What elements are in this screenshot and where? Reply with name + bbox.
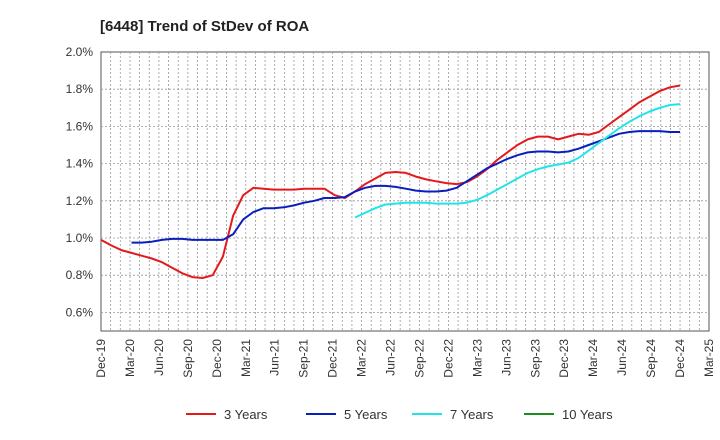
x-tick-label: Mar-20 xyxy=(123,339,137,377)
x-tick-label: Sep-20 xyxy=(181,339,195,378)
x-tick-label: Mar-22 xyxy=(355,339,369,377)
y-tick-label: 1.6% xyxy=(66,119,94,133)
x-tick-label: Dec-23 xyxy=(557,339,571,378)
y-tick-label: 0.6% xyxy=(66,305,94,319)
y-axis-ticks: 2.0% 1.8% 1.6% 1.4% 1.2% 1.0% 0.8% 0.6% xyxy=(66,45,94,319)
y-tick-label: 1.0% xyxy=(66,231,94,245)
legend-label: 10 Years xyxy=(562,407,613,422)
x-tick-label: Dec-20 xyxy=(210,339,224,378)
x-tick-label: Dec-21 xyxy=(326,339,340,378)
x-tick-label: Sep-22 xyxy=(412,339,426,378)
legend: 3 Years 5 Years 7 Years 10 Years xyxy=(186,407,613,422)
series-line-3-years xyxy=(100,84,681,279)
x-axis-ticks: Dec-19 Mar-20 Jun-20 Sep-20 Dec-20 Mar-21 Jun-… xyxy=(94,339,716,378)
chart-title: [6448] Trend of StDev of ROA xyxy=(100,18,309,35)
legend-label: 7 Years xyxy=(450,407,494,422)
x-tick-label: Sep-23 xyxy=(528,339,542,378)
series-line-5-years xyxy=(131,130,680,244)
series-line-7-years xyxy=(354,103,681,219)
x-tick-label: Jun-20 xyxy=(152,339,166,376)
x-tick-label: Dec-22 xyxy=(441,339,455,378)
plot-area xyxy=(100,51,710,332)
y-tick-label: 1.8% xyxy=(66,82,94,96)
legend-label: 3 Years xyxy=(224,407,268,422)
x-tick-label: Jun-21 xyxy=(268,339,282,376)
x-tick-label: Mar-21 xyxy=(239,339,253,377)
y-tick-label: 1.2% xyxy=(66,194,94,208)
y-tick-label: 1.4% xyxy=(66,157,94,171)
x-tick-label: Sep-24 xyxy=(644,339,658,378)
x-tick-label: Mar-23 xyxy=(470,339,484,377)
series-lines xyxy=(100,84,681,279)
x-tick-label: Dec-24 xyxy=(673,339,687,378)
y-tick-label: 2.0% xyxy=(66,45,94,59)
x-tick-label: Jun-22 xyxy=(384,339,398,376)
legend-label: 5 Years xyxy=(344,407,388,422)
x-tick-label: Sep-21 xyxy=(297,339,311,378)
x-tick-label: Jun-23 xyxy=(499,339,513,376)
x-tick-label: Jun-24 xyxy=(615,339,629,376)
y-tick-label: 0.8% xyxy=(66,268,94,282)
x-tick-label: Dec-19 xyxy=(94,339,108,378)
vertical-grid xyxy=(110,52,700,331)
x-tick-label: Mar-24 xyxy=(586,339,600,377)
horizontal-grid xyxy=(101,88,709,313)
x-tick-label: Mar-25 xyxy=(702,339,716,377)
